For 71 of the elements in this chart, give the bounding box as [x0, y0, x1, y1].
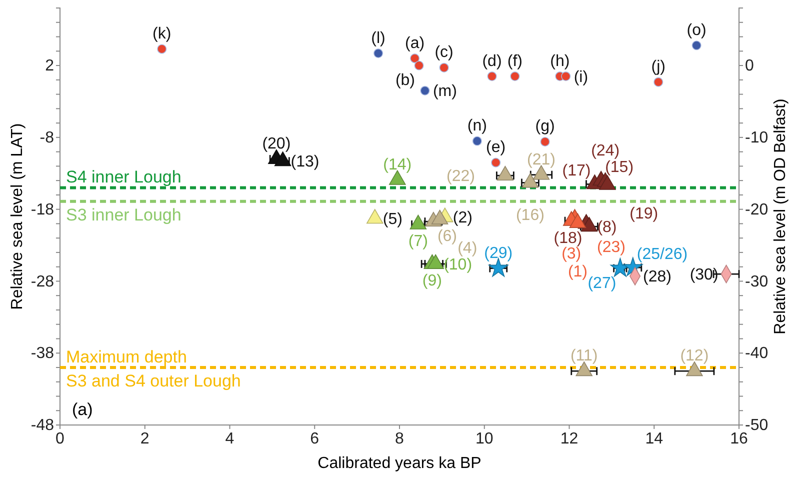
annotation: (16) — [516, 207, 544, 224]
x-tick-label: 8 — [395, 430, 404, 448]
y2-axis-title: Relative sea level (m OD Belfast) — [772, 98, 789, 334]
annotation: (28) — [643, 268, 672, 286]
annotation: (4) — [458, 240, 478, 257]
annotation: (17) — [562, 162, 591, 180]
ref-line-label: S4 inner Lough — [66, 168, 182, 187]
annotation: (2) — [452, 210, 472, 227]
annotation: (o) — [686, 22, 706, 39]
y2-tick-label: 0 — [745, 58, 754, 75]
x-tick-label: 4 — [225, 430, 234, 448]
x-axis-title: Calibrated years ka BP — [318, 455, 482, 472]
annotation: (21) — [527, 151, 556, 168]
x-tick-label: 12 — [560, 430, 578, 448]
annotation: (27) — [588, 274, 616, 292]
annotation: (3) — [562, 245, 582, 262]
ref-line-label: Maximum depth S3 and S4 outer Lough — [66, 347, 241, 390]
y-axis-title: Relative sea level (m LAT) — [9, 123, 26, 310]
y-tick-label: -18 — [30, 201, 54, 218]
annotation: (29) — [484, 244, 513, 262]
x-tick-label: 6 — [310, 430, 320, 448]
x-tick-label: 0 — [56, 430, 65, 448]
annotation: (20) — [262, 135, 291, 152]
y2-tick-label: -10 — [745, 130, 768, 147]
y2-tick-label: -40 — [745, 345, 768, 362]
annotation: (7) — [408, 232, 428, 250]
annotation: (1) — [568, 263, 588, 280]
annotation: (6) — [437, 228, 458, 246]
annotation: (g) — [535, 118, 555, 136]
annotation: (30) — [690, 266, 718, 284]
annotation: (b) — [395, 72, 416, 90]
annotation: (a) — [72, 400, 93, 419]
annotation: (18) — [554, 230, 582, 248]
x-tick-label: 10 — [475, 430, 494, 448]
annotation: (5) — [382, 211, 402, 228]
annotation: (h) — [550, 52, 570, 70]
annotation: (n) — [467, 118, 487, 135]
annotation: (8) — [597, 219, 617, 236]
y-tick-label: -8 — [40, 130, 54, 147]
x-tick-label: 16 — [730, 430, 748, 448]
annotation: (l) — [371, 30, 386, 47]
x-tick-label: 14 — [645, 430, 664, 448]
annotation: (11) — [570, 348, 598, 365]
annotation: (a) — [404, 34, 425, 52]
annotation: (e) — [486, 139, 506, 156]
annotation: (m) — [432, 83, 457, 100]
annotation: (22) — [446, 168, 475, 186]
annotation: (j) — [651, 58, 666, 76]
annotation: (25/26) — [636, 246, 688, 264]
annotation: (15) — [605, 159, 634, 176]
annotation: (9) — [422, 272, 442, 290]
y-tick-label: -48 — [30, 417, 54, 434]
annotation: (i) — [574, 68, 588, 86]
annotation: (c) — [434, 44, 454, 62]
x-tick-label: 2 — [140, 430, 150, 448]
annotation: (d) — [482, 52, 502, 70]
annotation: (k) — [152, 25, 172, 42]
y-tick-label: 2 — [45, 58, 54, 75]
y-tick-label: -38 — [30, 345, 54, 362]
annotation: (13) — [290, 154, 320, 171]
ref-line-label: S3 inner Lough — [66, 205, 182, 224]
annotation: (23) — [596, 239, 626, 256]
y-tick-label: -28 — [30, 273, 54, 290]
annotation: (f) — [507, 52, 522, 70]
annotation: (10) — [444, 256, 472, 274]
annotation: (14) — [383, 156, 412, 174]
annotation: (24) — [591, 142, 620, 160]
annotation: (19) — [630, 205, 658, 222]
y2-tick-label: -30 — [745, 273, 768, 290]
y2-tick-label: -20 — [745, 201, 768, 218]
annotation: (12) — [680, 348, 709, 365]
